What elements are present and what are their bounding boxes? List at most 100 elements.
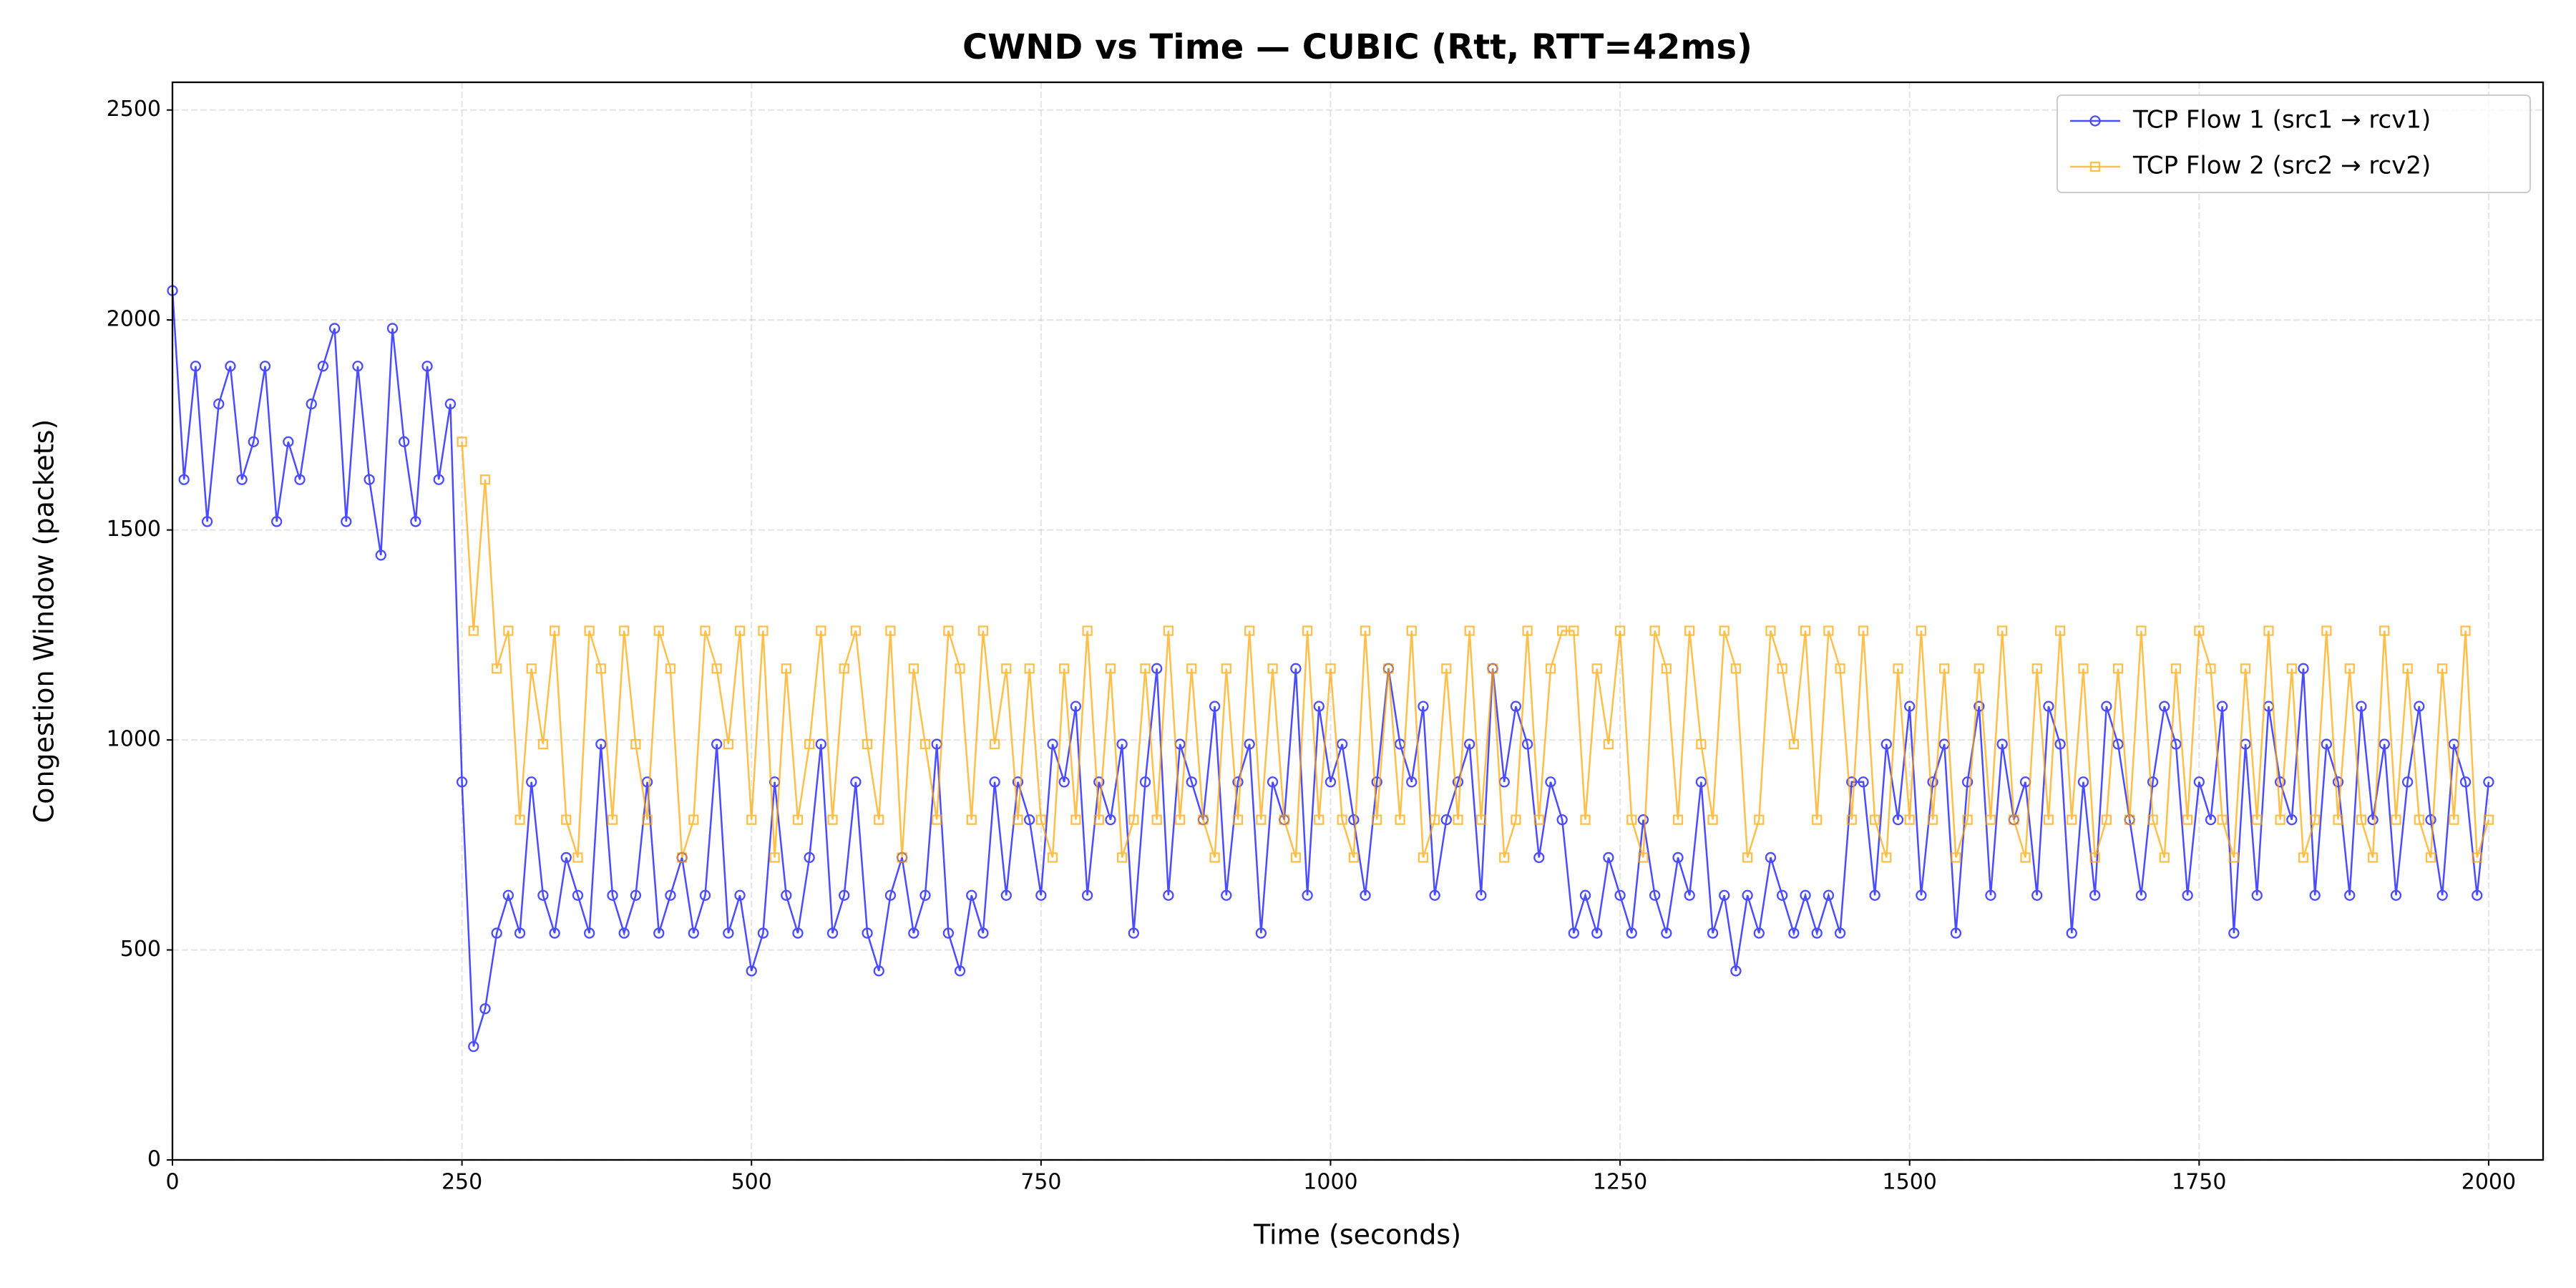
data-point <box>723 738 734 750</box>
data-point <box>1557 625 1568 636</box>
data-point <box>306 398 317 410</box>
data-point <box>2390 889 2402 901</box>
data-point <box>1221 889 1232 901</box>
data-point <box>2020 852 2031 863</box>
data-point <box>328 323 341 334</box>
data-point <box>734 889 746 901</box>
data-point <box>1151 814 1162 825</box>
data-point <box>456 776 468 788</box>
data-point <box>2205 814 2217 826</box>
data-point <box>1696 738 1707 750</box>
data-point <box>1256 814 1267 825</box>
data-point <box>850 625 862 636</box>
data-point <box>955 663 965 674</box>
data-point <box>1858 776 1869 788</box>
x-tick-label: 1500 <box>1883 1170 1937 1195</box>
data-point <box>225 361 236 372</box>
data-point <box>1244 625 1255 636</box>
data-point <box>271 516 283 527</box>
data-point <box>804 738 815 750</box>
data-point <box>2159 701 2170 712</box>
data-point <box>537 889 549 901</box>
data-point <box>1163 625 1174 636</box>
data-point <box>2321 625 2332 636</box>
data-point <box>1475 889 1487 901</box>
data-point <box>699 889 711 901</box>
data-point <box>1383 663 1394 674</box>
data-point <box>583 927 595 939</box>
data-point <box>1904 814 1915 825</box>
data-point <box>1244 738 1255 750</box>
data-point <box>700 625 711 636</box>
data-point <box>2136 625 2147 636</box>
data-point <box>1522 625 1533 636</box>
data-point <box>1916 625 1927 636</box>
data-point <box>1869 889 1880 901</box>
data-point <box>2159 852 2170 863</box>
data-point <box>1209 852 1220 863</box>
data-point <box>2078 663 2089 674</box>
data-point <box>2217 814 2228 825</box>
data-point <box>1324 776 1337 788</box>
data-point <box>1279 814 1289 825</box>
data-point <box>826 927 839 939</box>
data-point <box>2182 814 2193 825</box>
data-point <box>2332 776 2344 788</box>
data-point <box>1453 814 1463 825</box>
y-tick-label: 1000 <box>107 727 161 752</box>
data-point <box>1440 814 1452 826</box>
data-point <box>630 889 642 901</box>
data-point <box>734 625 746 636</box>
data-point <box>1545 663 1556 674</box>
data-point <box>815 738 826 750</box>
data-point <box>584 625 595 636</box>
data-point <box>919 738 931 750</box>
data-point <box>1001 663 1012 674</box>
data-point <box>1788 927 1800 939</box>
data-point <box>1348 852 1359 863</box>
legend-marker <box>2089 161 2101 172</box>
data-point <box>1533 814 1544 825</box>
data-point <box>665 663 676 674</box>
data-point <box>1579 889 1591 901</box>
data-point <box>1858 625 1869 636</box>
data-point <box>2194 625 2205 636</box>
data-point <box>757 927 769 939</box>
data-point <box>1533 852 1545 864</box>
data-point <box>781 889 792 901</box>
data-point <box>1441 663 1452 674</box>
data-point <box>2193 776 2205 788</box>
legend-entry <box>2070 161 2120 172</box>
data-point <box>1695 776 1707 788</box>
data-point <box>1649 625 1660 636</box>
data-point <box>1950 927 1962 939</box>
data-point <box>1511 814 1521 825</box>
data-point <box>1626 814 1637 825</box>
data-point <box>2217 701 2228 712</box>
data-point <box>1406 625 1417 636</box>
data-point <box>1499 852 1510 863</box>
ticks: 0 250 500 750 1000 1250 1500 1750 2000 0 500 1000 15… <box>107 97 2516 1194</box>
data-point <box>1035 889 1047 901</box>
data-point <box>1754 814 1765 825</box>
data-point <box>932 814 942 825</box>
data-point <box>1765 625 1776 636</box>
data-point <box>1221 663 1231 674</box>
data-point <box>2425 814 2436 826</box>
data-point <box>1742 889 1753 901</box>
legend-label: TCP Flow 2 (src2 → rcv2) <box>2132 152 2431 180</box>
data-point <box>1360 625 1371 636</box>
data-point <box>1267 663 1278 674</box>
y-axis-label: Congestion Window (packets) <box>29 419 60 824</box>
data-point <box>2043 814 2054 825</box>
data-point <box>2089 889 2101 901</box>
data-point <box>2286 814 2298 826</box>
data-point <box>1880 738 1892 750</box>
data-point <box>2147 776 2159 788</box>
data-point <box>653 927 665 939</box>
data-point <box>1591 663 1602 674</box>
data-point <box>942 927 955 939</box>
data-point <box>1059 663 1070 674</box>
data-point <box>2112 663 2124 674</box>
data-point <box>1406 776 1418 788</box>
